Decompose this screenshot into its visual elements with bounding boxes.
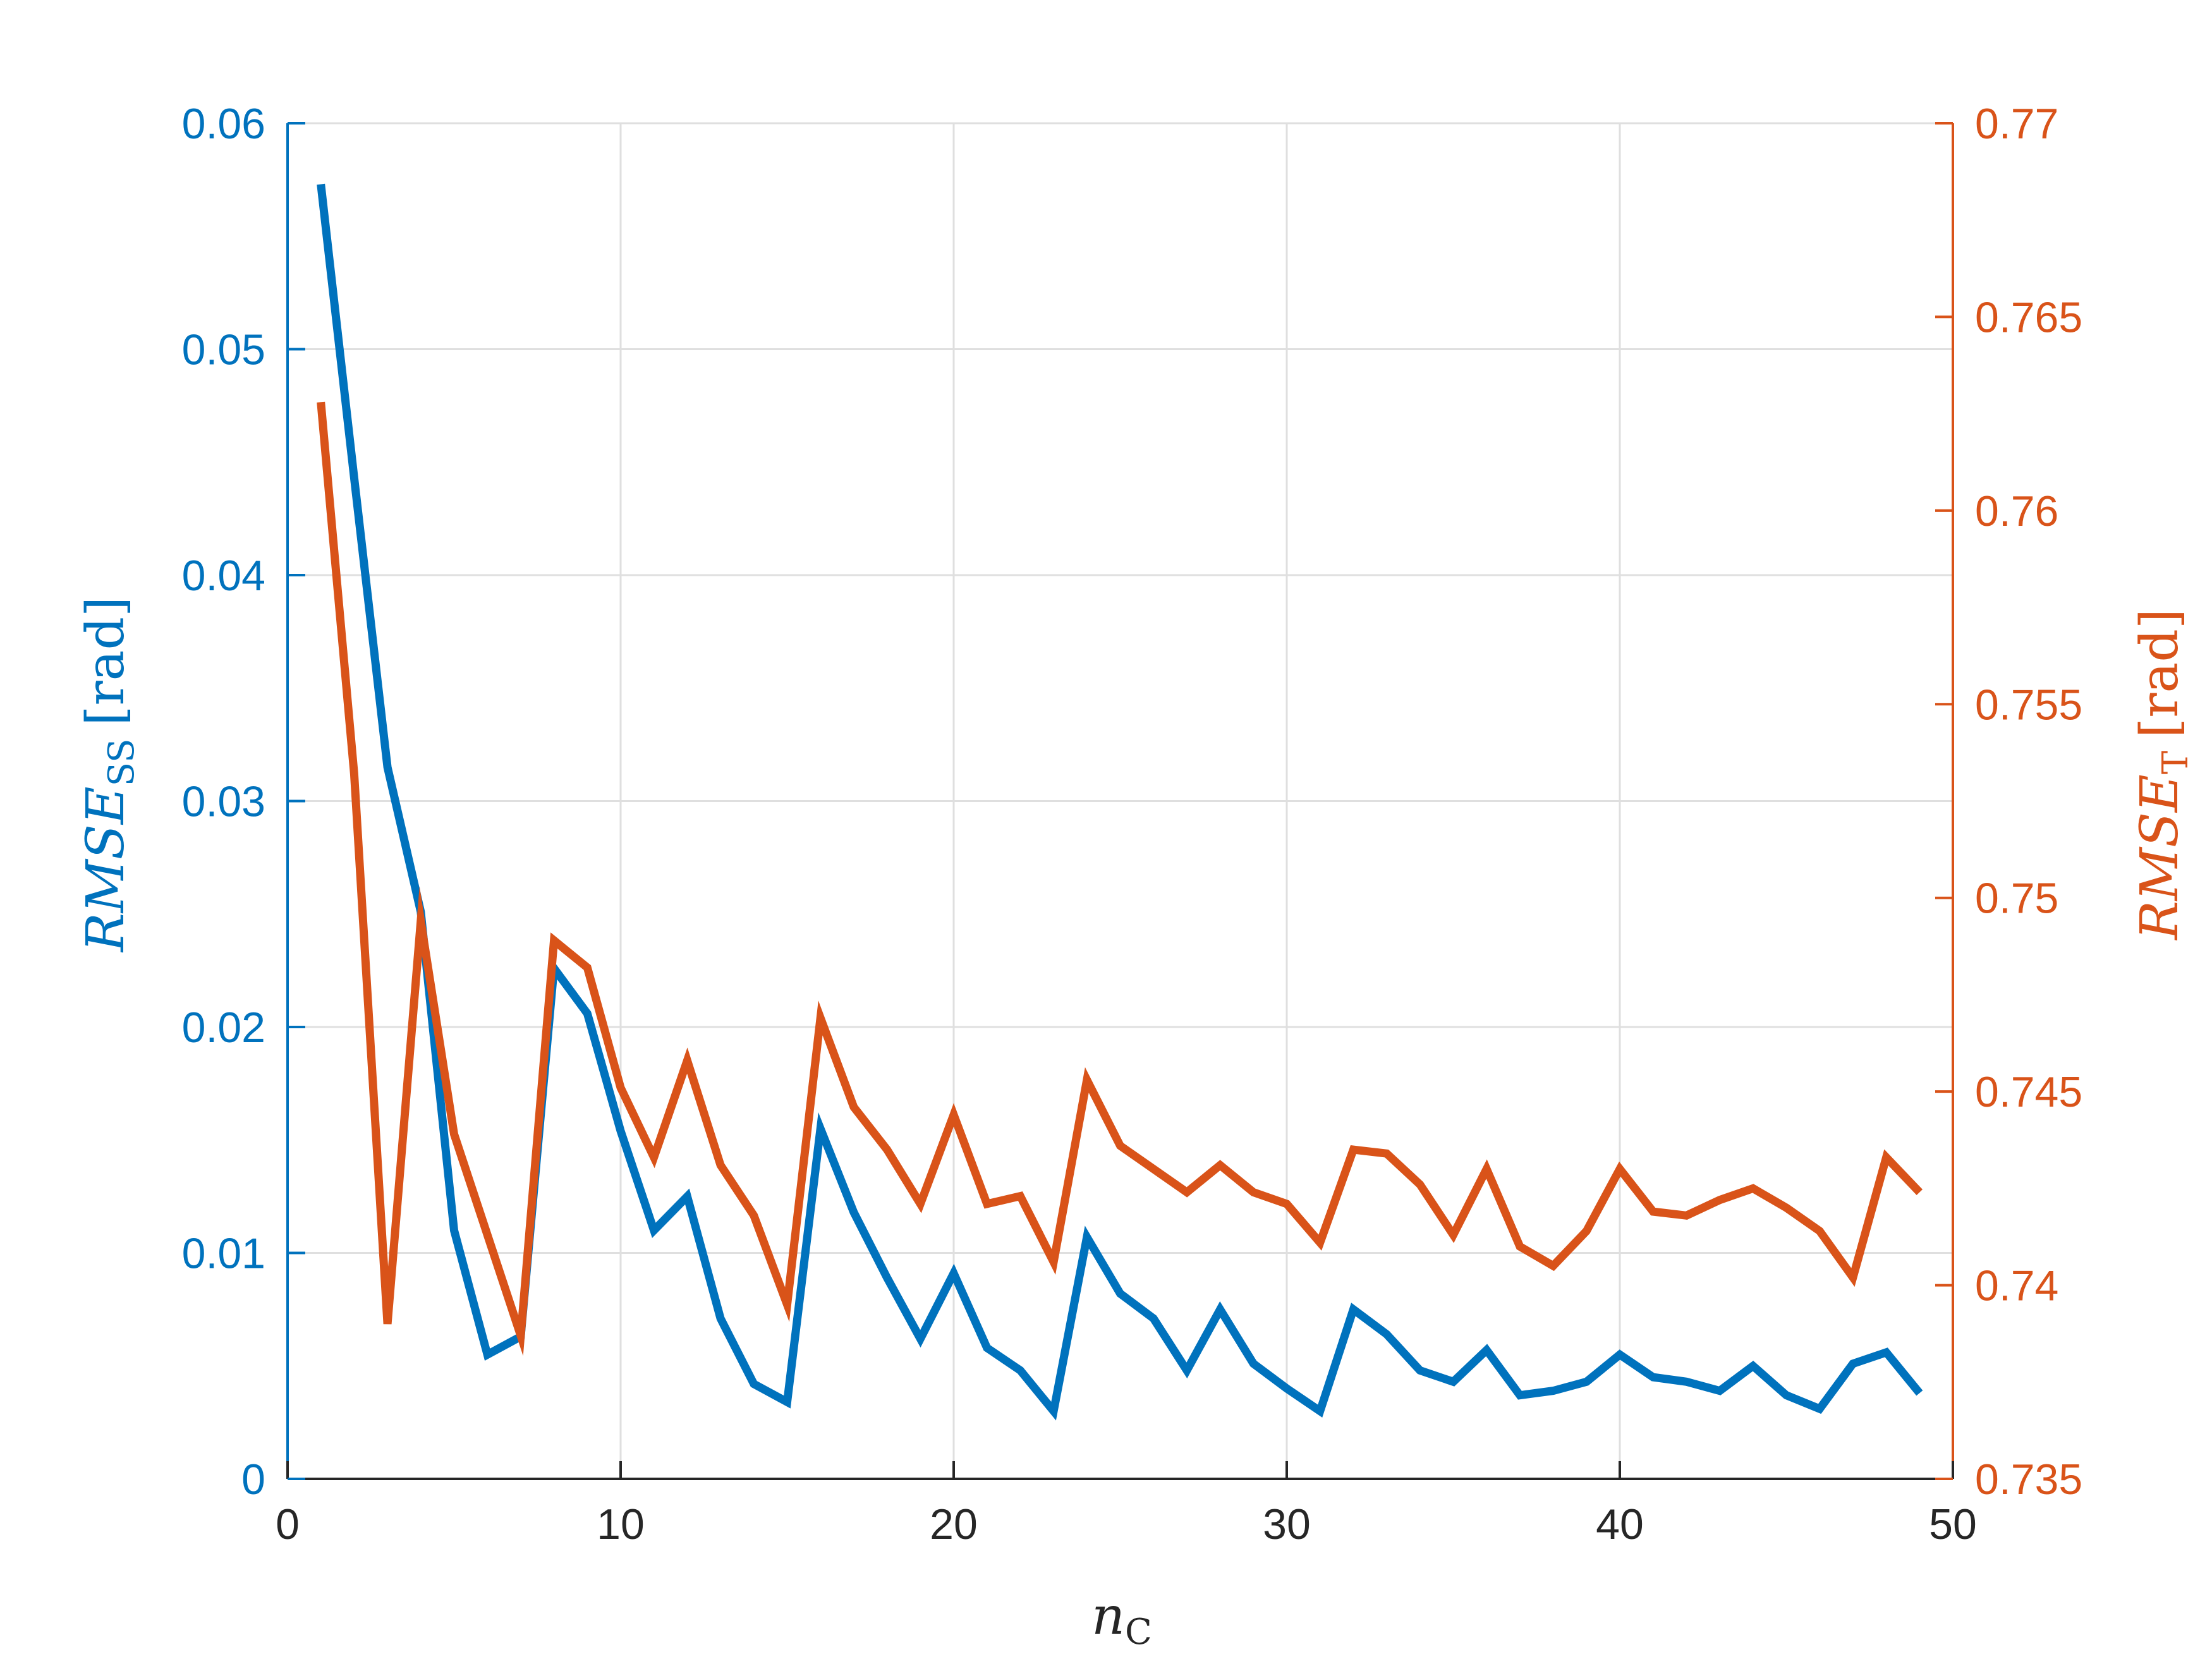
y-axis-right-title-unit: [rad] xyxy=(2130,609,2190,738)
x-axis-title-subscript: C xyxy=(1125,1612,1152,1653)
y-left-tick-label-4: 0.04 xyxy=(182,552,265,600)
series-line-right xyxy=(317,401,1923,1356)
y-left-tick-label-1: 0.01 xyxy=(182,1230,265,1278)
axes xyxy=(286,122,1954,1480)
grid-lines xyxy=(286,122,1954,1480)
y-right-tick-label-4: 0.755 xyxy=(1975,681,2082,729)
x-tick-label-3: 30 xyxy=(1263,1500,1311,1548)
y-right-tick-label-5: 0.76 xyxy=(1975,487,2058,535)
series-line-left xyxy=(317,183,1923,1421)
x-tick-label-2: 20 xyxy=(930,1500,978,1548)
y-right-tick-label-1: 0.74 xyxy=(1975,1262,2058,1310)
y-axis-left-title: RMSESS [rad] xyxy=(76,597,142,953)
y-axis-left-title-main: RMSE xyxy=(76,786,136,953)
y-axis-right-title-subscript: T xyxy=(2155,751,2196,774)
y-axis-left-title-unit: [rad] xyxy=(76,597,136,726)
x-tick-label-1: 10 xyxy=(597,1500,645,1548)
y-left-tick-label-2: 0.02 xyxy=(182,1004,265,1052)
y-axis-right-title: RMSET [rad] xyxy=(2130,609,2196,941)
y-left-tick-label-6: 0.06 xyxy=(182,100,265,148)
y-right-tick-label-0: 0.735 xyxy=(1975,1455,2082,1504)
y-right-tick-label-6: 0.765 xyxy=(1975,293,2082,341)
y-right-tick-label-7: 0.77 xyxy=(1975,100,2058,148)
y-left-tick-label-5: 0.05 xyxy=(182,326,265,374)
y-axis-right-title-main: RMSE xyxy=(2130,774,2190,941)
tick-labels: 0 10 20 30 40 50 0 0.01 0.02 0.03 0.04 0.05 0.06 0.73… xyxy=(182,100,2083,1548)
y-left-tick-label-3: 0.03 xyxy=(182,778,265,826)
x-axis-title: nC xyxy=(1091,1586,1152,1653)
x-tick-label-0: 0 xyxy=(276,1500,300,1548)
y-right-tick-label-3: 0.75 xyxy=(1975,875,2058,923)
series-layer xyxy=(317,183,1923,1421)
y-axis-left-title-subscript: SS xyxy=(101,739,142,787)
y-left-tick-label-0: 0 xyxy=(241,1455,265,1504)
x-tick-label-4: 40 xyxy=(1596,1500,1644,1548)
x-axis-title-main: n xyxy=(1091,1586,1125,1646)
x-tick-label-5: 50 xyxy=(1929,1500,1977,1548)
y-right-tick-label-2: 0.745 xyxy=(1975,1068,2082,1116)
